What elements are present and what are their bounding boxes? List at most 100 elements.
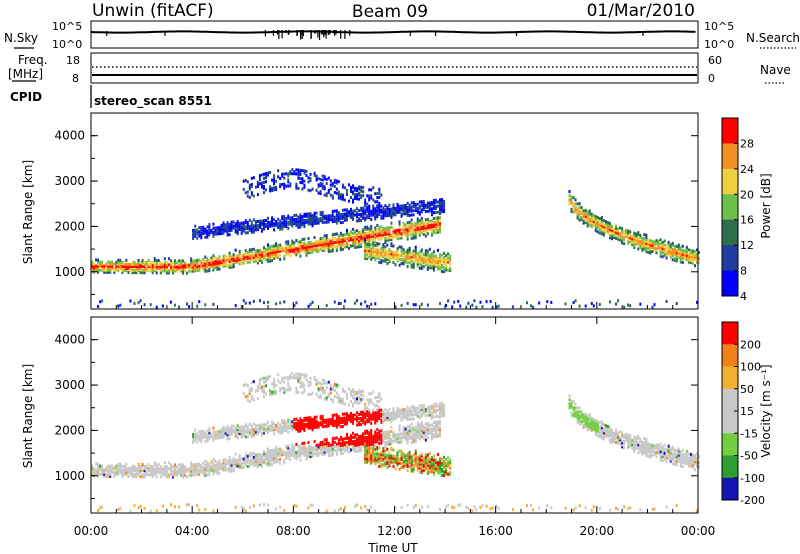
power-cell — [414, 209, 417, 213]
power-cell — [400, 303, 403, 307]
velocity-cell — [226, 425, 229, 429]
power-cell — [372, 243, 375, 247]
power-cell — [188, 263, 191, 267]
power-cell — [364, 202, 367, 206]
power-cell — [420, 229, 423, 233]
power-cell — [398, 222, 401, 226]
velocity-cell — [230, 469, 233, 473]
velocity-cell — [414, 411, 417, 415]
power-cell — [356, 213, 359, 217]
velocity-cell — [190, 461, 193, 465]
power-cell — [222, 264, 225, 268]
velocity-cell — [408, 411, 411, 415]
velocity-cell — [352, 444, 355, 448]
velocity-cell — [360, 416, 363, 420]
velocity-cell — [250, 452, 253, 456]
velocity-cell — [321, 448, 324, 452]
power-cell — [354, 237, 357, 241]
velocity-cell — [378, 441, 381, 445]
velocity-cell — [319, 385, 322, 389]
velocity-cell — [412, 506, 415, 510]
velocity-cell — [301, 446, 304, 450]
power-cell — [426, 201, 429, 205]
power-cell — [390, 207, 393, 211]
power-cell — [388, 260, 391, 264]
power-cell — [119, 303, 122, 307]
power-cell — [289, 184, 292, 188]
velocity-cell — [143, 475, 146, 479]
velocity-cell — [291, 424, 294, 428]
power-cell — [331, 243, 334, 247]
power-cell — [691, 255, 694, 259]
power-cell — [147, 259, 150, 263]
power-cell — [426, 228, 429, 232]
velocity-cell — [267, 455, 270, 459]
velocity-cell — [416, 460, 419, 464]
power-cell — [335, 215, 338, 219]
power-cell — [283, 255, 286, 259]
velocity-cell — [218, 465, 221, 469]
power-cell — [374, 252, 377, 256]
power-cell — [590, 220, 593, 224]
velocity-cell — [410, 411, 413, 415]
power-cell — [665, 299, 668, 303]
velocity-cell — [396, 415, 399, 419]
velocity-cell — [432, 427, 435, 431]
power-cell — [262, 184, 265, 188]
power-cell — [252, 255, 255, 259]
velocity-cell — [163, 473, 166, 477]
velocity-cell — [208, 469, 211, 473]
power-cell — [204, 235, 207, 239]
velocity-cell — [226, 435, 229, 439]
velocity-cell — [285, 422, 288, 426]
velocity-cell — [390, 419, 393, 423]
velocity-cell — [250, 426, 253, 430]
power-cell — [287, 248, 290, 252]
power-cell — [200, 226, 203, 230]
power-cell — [491, 305, 494, 309]
power-cell — [418, 229, 421, 233]
velocity-cell — [216, 432, 219, 436]
velocity-cell — [406, 433, 409, 437]
velocity-cell — [420, 470, 423, 474]
velocity-cell — [402, 456, 405, 460]
power-cell — [376, 192, 379, 196]
velocity-cell — [368, 400, 371, 404]
power-cell — [327, 220, 330, 224]
velocity-cell — [269, 451, 272, 455]
power-cell — [317, 183, 320, 187]
velocity-cell — [208, 467, 211, 471]
velocity-cell — [210, 464, 213, 468]
velocity-cell — [307, 392, 310, 396]
power-cell — [343, 186, 346, 190]
velocity-cell — [228, 437, 231, 441]
power-cell — [149, 261, 152, 265]
power-cell — [374, 234, 377, 238]
velocity-cell — [299, 448, 302, 452]
power-cell — [129, 262, 132, 266]
velocity-cell — [111, 470, 114, 474]
velocity-cell — [349, 415, 352, 419]
velocity-cell — [289, 452, 292, 456]
power-cell — [436, 230, 439, 234]
velocity-cell — [358, 434, 361, 438]
power-cell — [299, 242, 302, 246]
velocity-cell — [370, 430, 373, 434]
velocity-cell — [236, 432, 239, 436]
power-cell — [358, 243, 361, 247]
velocity-cell — [169, 471, 172, 475]
velocity-cell — [93, 468, 96, 472]
velocity-cell — [180, 473, 183, 477]
power-cell — [665, 252, 668, 256]
power-cell — [285, 246, 288, 250]
power-cell — [613, 231, 616, 235]
power-cell — [430, 254, 433, 258]
velocity-cell — [434, 430, 437, 434]
velocity-cell — [347, 414, 350, 418]
power-cell — [303, 221, 306, 225]
power-cell — [335, 221, 338, 225]
power-cell — [242, 255, 245, 259]
power-cell — [602, 233, 605, 237]
velocity-cell — [271, 457, 274, 461]
